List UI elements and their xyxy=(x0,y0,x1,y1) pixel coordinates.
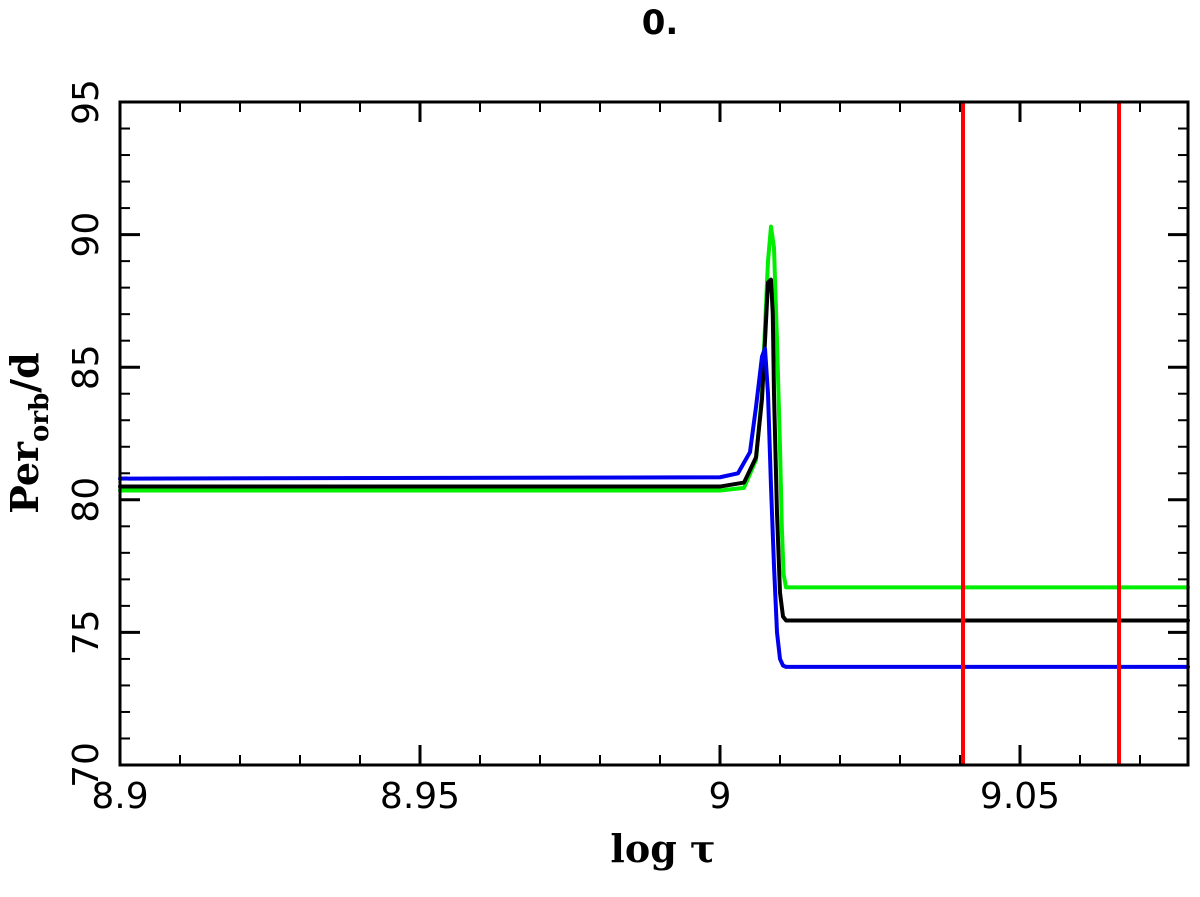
series-line-1 xyxy=(118,277,1190,623)
x-tick-label: 9 xyxy=(709,776,732,817)
y-axis-label-suffix: /d xyxy=(2,352,47,392)
vline-layer xyxy=(961,102,1121,765)
y-axis-label-subscript: orb xyxy=(25,393,55,442)
x-axis-label: log τ xyxy=(610,826,715,871)
y-tick-label: 70 xyxy=(66,742,107,788)
y-tick-label: 85 xyxy=(66,344,107,390)
y-axis-label: Perorb/d xyxy=(2,352,55,513)
y-tick-label: 90 xyxy=(66,212,107,258)
x-tick-label: 8.9 xyxy=(91,776,148,817)
y-axis-label-main: Per xyxy=(2,441,47,514)
series-layer xyxy=(118,224,1190,669)
x-tick-label: 9.05 xyxy=(980,776,1060,817)
series-line-0 xyxy=(118,224,1190,590)
tick-layer: 8.9 8.95 9 9.05 70 75 80 85 90 95 xyxy=(66,79,1188,817)
y-tick-label: 95 xyxy=(66,79,107,125)
y-tick-label: 75 xyxy=(66,609,107,655)
plot-frame xyxy=(118,100,1190,767)
chart-title: 0. xyxy=(642,3,679,43)
x-tick-label: 8.95 xyxy=(380,776,460,817)
series-line-2 xyxy=(118,346,1190,669)
y-tick-label: 80 xyxy=(66,477,107,523)
